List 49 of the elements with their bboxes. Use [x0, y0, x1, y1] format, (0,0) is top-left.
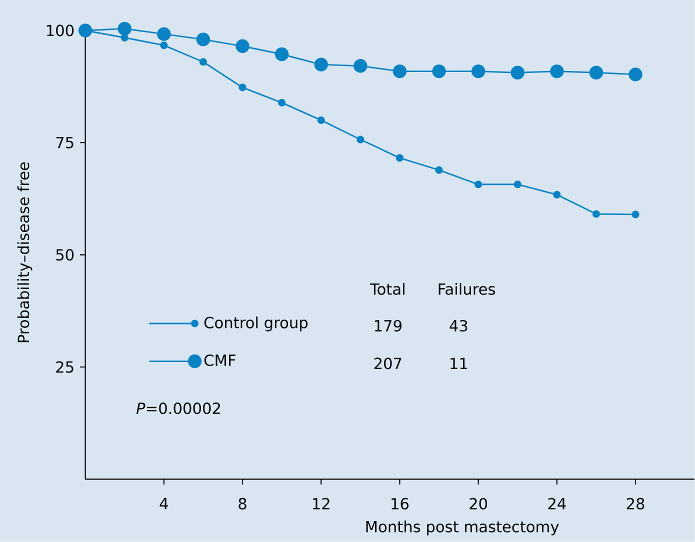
y-tick-label: 75 [56, 137, 74, 148]
point [356, 136, 364, 144]
point [392, 64, 407, 78]
point [474, 180, 482, 188]
point [553, 190, 561, 199]
point [435, 166, 443, 174]
point [196, 32, 210, 46]
annotation: P=0.00002 [136, 402, 220, 414]
point [314, 58, 328, 72]
x-tick-label: 16 [392, 498, 408, 510]
point [628, 68, 642, 82]
annotation: Failures [438, 283, 495, 295]
point [278, 98, 286, 107]
y-axis-title: Probability–disease free [17, 162, 32, 342]
x-tick-label: 12 [313, 498, 330, 510]
point [514, 180, 522, 188]
point [632, 210, 640, 218]
legend-label: CMF [204, 354, 236, 366]
x-tick-label: 24 [548, 498, 566, 510]
annotation: 207 [374, 358, 402, 370]
y-tick-label: 50 [56, 249, 74, 261]
annotation: 179 [374, 320, 402, 332]
x-tick-label: 4 [160, 498, 168, 510]
point [317, 116, 325, 124]
y-tick-label: 100 [47, 24, 74, 36]
point [510, 66, 524, 80]
point [592, 210, 600, 218]
x-tick-label: 28 [626, 498, 644, 510]
point [236, 39, 250, 54]
point [354, 59, 368, 73]
point [471, 64, 486, 78]
point [396, 154, 404, 162]
point [199, 58, 208, 66]
y-tick-label: 25 [56, 361, 74, 373]
annotation: 43 [450, 320, 468, 332]
annotation: Total [370, 283, 404, 295]
point [550, 64, 564, 78]
point [118, 22, 132, 36]
x-axis-title: Months post mastectomy [366, 520, 559, 536]
point [274, 47, 289, 62]
x-tick-label: 20 [470, 498, 488, 510]
x-tick-label: 8 [238, 498, 246, 510]
legend-label: Control group [204, 316, 308, 332]
point [157, 27, 171, 42]
point [432, 64, 446, 78]
point [589, 66, 604, 80]
point [238, 84, 246, 92]
point [160, 42, 168, 50]
annotation: 11 [450, 358, 468, 370]
